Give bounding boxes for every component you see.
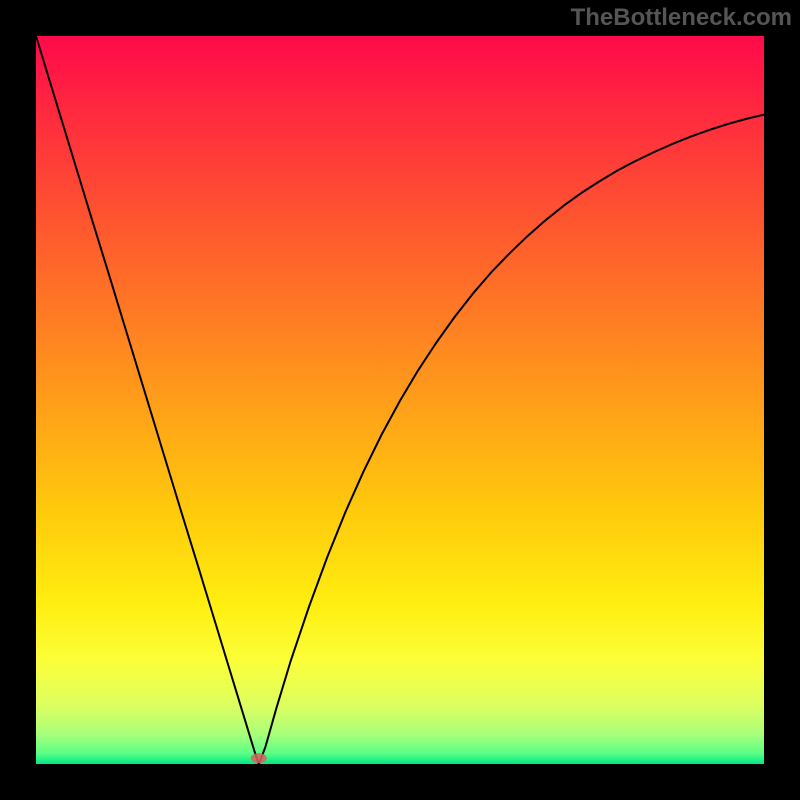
optimum-marker (251, 753, 267, 763)
bottleneck-chart (0, 0, 800, 800)
chart-container: TheBottleneck.com (0, 0, 800, 800)
watermark-text: TheBottleneck.com (571, 4, 792, 32)
